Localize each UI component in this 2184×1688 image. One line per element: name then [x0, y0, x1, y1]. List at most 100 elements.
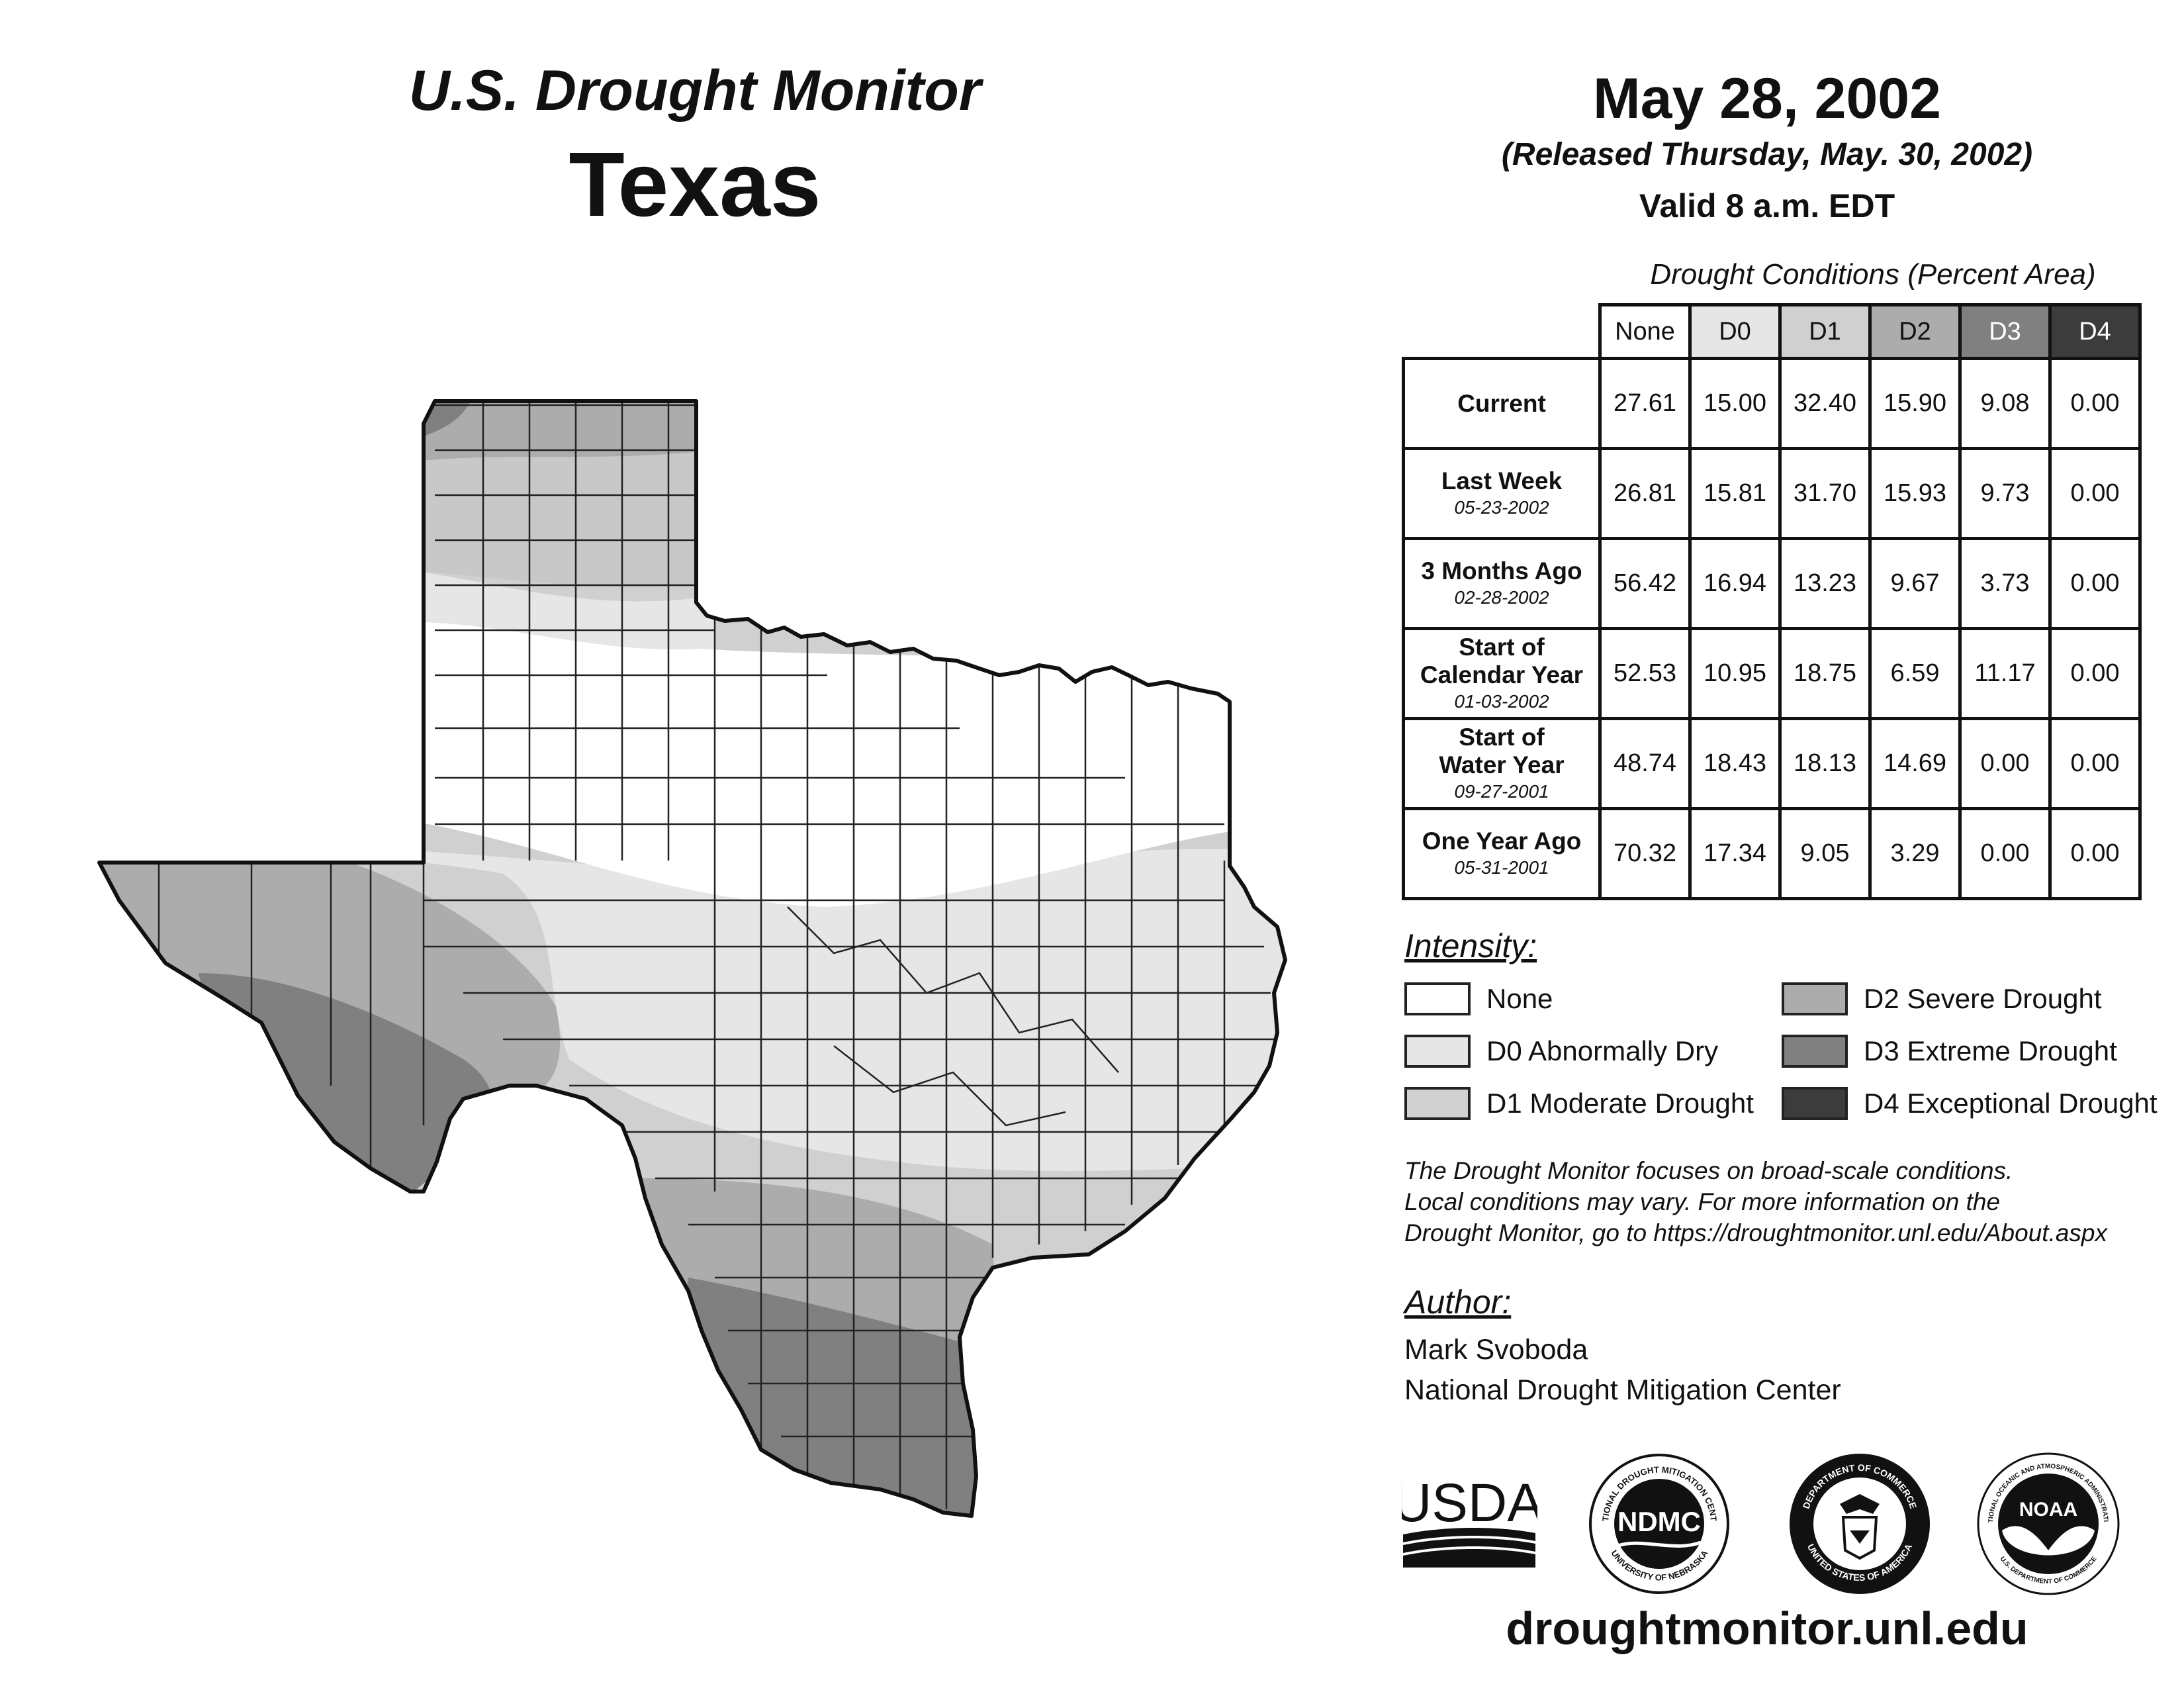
valid-time: Valid 8 a.m. EDT: [1639, 187, 1895, 224]
map-date: May 28, 2002: [1593, 67, 1941, 130]
table-row-start-calendar-year: Start of Calendar Year 01-03-2002 52.53 1…: [1402, 627, 2142, 720]
table-cell: 0.00: [2048, 807, 2142, 900]
row-label: Start of Calendar Year 01-03-2002: [1402, 627, 1602, 720]
ndmc-text: NDMC: [1617, 1506, 1701, 1537]
row-date: 09-27-2001: [1454, 780, 1549, 802]
legend-item-d0: D0 Abnormally Dry: [1404, 1033, 1718, 1070]
col-d0: D0: [1688, 303, 1782, 360]
table-cell: 70.32: [1598, 807, 1692, 900]
table-cell: 14.69: [1868, 717, 1962, 810]
row-label: 3 Months Ago 02-28-2002: [1402, 537, 1602, 630]
table-cell: 18.75: [1778, 627, 1872, 720]
table-cell: 0.00: [1958, 807, 2052, 900]
eagle-icon: [1840, 1494, 1880, 1514]
table-cell: 31.70: [1778, 447, 1872, 540]
table-cell: 52.53: [1598, 627, 1692, 720]
table-cell: 0.00: [2048, 537, 2142, 630]
table-cell: 0.00: [2048, 627, 2142, 720]
col-none: None: [1598, 303, 1692, 360]
table-cell: 48.74: [1598, 717, 1692, 810]
col-d3: D3: [1958, 303, 2052, 360]
legend-swatch: [1404, 982, 1471, 1015]
noaa-text: NOAA: [2019, 1499, 2077, 1521]
table-cell: 13.23: [1778, 537, 1872, 630]
legend-item-d3: D3 Extreme Drought: [1782, 1033, 2117, 1070]
table-row-last-week: Last Week 05-23-2002 26.81 15.81 31.70 15…: [1402, 447, 2142, 540]
note-line: Drought Monitor, go to https://droughtmo…: [1404, 1219, 2107, 1246]
table-cell: 15.90: [1868, 357, 1962, 450]
col-d1: D1: [1778, 303, 1872, 360]
row-date: 02-28-2002: [1454, 586, 1549, 608]
table-cell: 16.94: [1688, 537, 1782, 630]
table-cell: 15.81: [1688, 447, 1782, 540]
table-cell: 15.93: [1868, 447, 1962, 540]
row-label: Last Week 05-23-2002: [1402, 447, 1602, 540]
row-label: Start of Water Year 09-27-2001: [1402, 717, 1602, 810]
table-cell: 32.40: [1778, 357, 1872, 450]
row-date: 05-23-2002: [1454, 496, 1549, 518]
disclaimer-note: The Drought Monitor focuses on broad-sca…: [1404, 1155, 2172, 1248]
row-title: Start of Calendar Year: [1420, 633, 1584, 688]
table-row-3-months-ago: 3 Months Ago 02-28-2002 56.42 16.94 13.23…: [1402, 537, 2142, 630]
table-cell: 0.00: [2048, 717, 2142, 810]
table-cell: 17.34: [1688, 807, 1782, 900]
table-cell: 18.43: [1688, 717, 1782, 810]
table-header-row: None D0 D1 D2 D3 D4: [1403, 303, 2142, 360]
table-row-current: Current 27.61 15.00 32.40 15.90 9.08 0.0…: [1402, 357, 2142, 450]
legend-item-none: None: [1404, 980, 1553, 1017]
row-label: One Year Ago 05-31-2001: [1402, 807, 1602, 900]
table-cell: 15.00: [1688, 357, 1782, 450]
table-cell: 3.73: [1958, 537, 2052, 630]
table-cell: 9.73: [1958, 447, 2052, 540]
table-corner: [1403, 305, 1600, 360]
row-title: Current: [1457, 389, 1546, 417]
note-line: Local conditions may vary. For more info…: [1404, 1188, 2001, 1215]
table-cell: 11.17: [1958, 627, 2052, 720]
row-label: Current: [1402, 357, 1602, 450]
commerce-logo: DEPARTMENT OF COMMERCE UNITED STATES OF …: [1790, 1454, 1930, 1594]
table-row-start-water-year: Start of Water Year 09-27-2001 48.74 18.4…: [1402, 717, 2142, 810]
legend-label: D4 Exceptional Drought: [1864, 1088, 2158, 1119]
note-line: The Drought Monitor focuses on broad-sca…: [1404, 1157, 2013, 1184]
legend-label: D3 Extreme Drought: [1864, 1035, 2117, 1066]
legend-swatch: [1782, 982, 1848, 1015]
legend-swatch: [1404, 1087, 1471, 1120]
legend-title: Intensity:: [1404, 927, 1537, 964]
table-cell: 9.67: [1868, 537, 1962, 630]
row-title: 3 Months Ago: [1421, 557, 1582, 585]
author-name: Mark Svoboda: [1404, 1334, 1588, 1366]
table-row-one-year-ago: One Year Ago 05-31-2001 70.32 17.34 9.05 …: [1402, 807, 2142, 900]
release-date: (Released Thursday, May. 30, 2002): [1501, 137, 2033, 172]
usda-text: USDA: [1402, 1473, 1537, 1533]
ndmc-logo: NATIONAL DROUGHT MITIGATION CENTER UNIVE…: [1588, 1453, 1729, 1594]
legend-item-d1: D1 Moderate Drought: [1404, 1085, 1754, 1122]
website-link[interactable]: droughtmonitor.unl.edu: [1506, 1603, 2028, 1654]
table-cell: 10.95: [1688, 627, 1782, 720]
legend-swatch: [1404, 1035, 1471, 1068]
legend-label: D0 Abnormally Dry: [1486, 1035, 1719, 1066]
drought-conditions-table: None D0 D1 D2 D3 D4 Current 27.61 15.00 …: [1402, 303, 2142, 900]
table-cell: 18.13: [1778, 717, 1872, 810]
gull-icon: [2002, 1526, 2095, 1556]
table-cell: 0.00: [2048, 357, 2142, 450]
row-date: 05-31-2001: [1454, 857, 1549, 878]
row-title: Start of Water Year: [1439, 723, 1565, 778]
legend-swatch: [1782, 1035, 1848, 1068]
usda-logo: USDA: [1402, 1473, 1537, 1568]
legend-item-d2: D2 Severe Drought: [1782, 980, 2102, 1017]
col-d2: D2: [1868, 303, 1962, 360]
row-date: 01-03-2002: [1454, 690, 1549, 712]
legend-label: None: [1486, 983, 1553, 1014]
table-cell: 6.59: [1868, 627, 1962, 720]
table-cell: 3.29: [1868, 807, 1962, 900]
map-title: U.S. Drought Monitor: [408, 59, 981, 122]
legend-label: D1 Moderate Drought: [1486, 1088, 1754, 1119]
shield-icon: [1841, 1516, 1878, 1560]
row-title: Last Week: [1441, 467, 1563, 494]
table-cell: 26.81: [1598, 447, 1692, 540]
legend-swatch: [1782, 1087, 1848, 1120]
table-caption: Drought Conditions (Percent Area): [1650, 258, 2096, 291]
table-cell: 56.42: [1598, 537, 1692, 630]
col-d4: D4: [2048, 303, 2142, 360]
table-cell: 0.00: [2048, 447, 2142, 540]
